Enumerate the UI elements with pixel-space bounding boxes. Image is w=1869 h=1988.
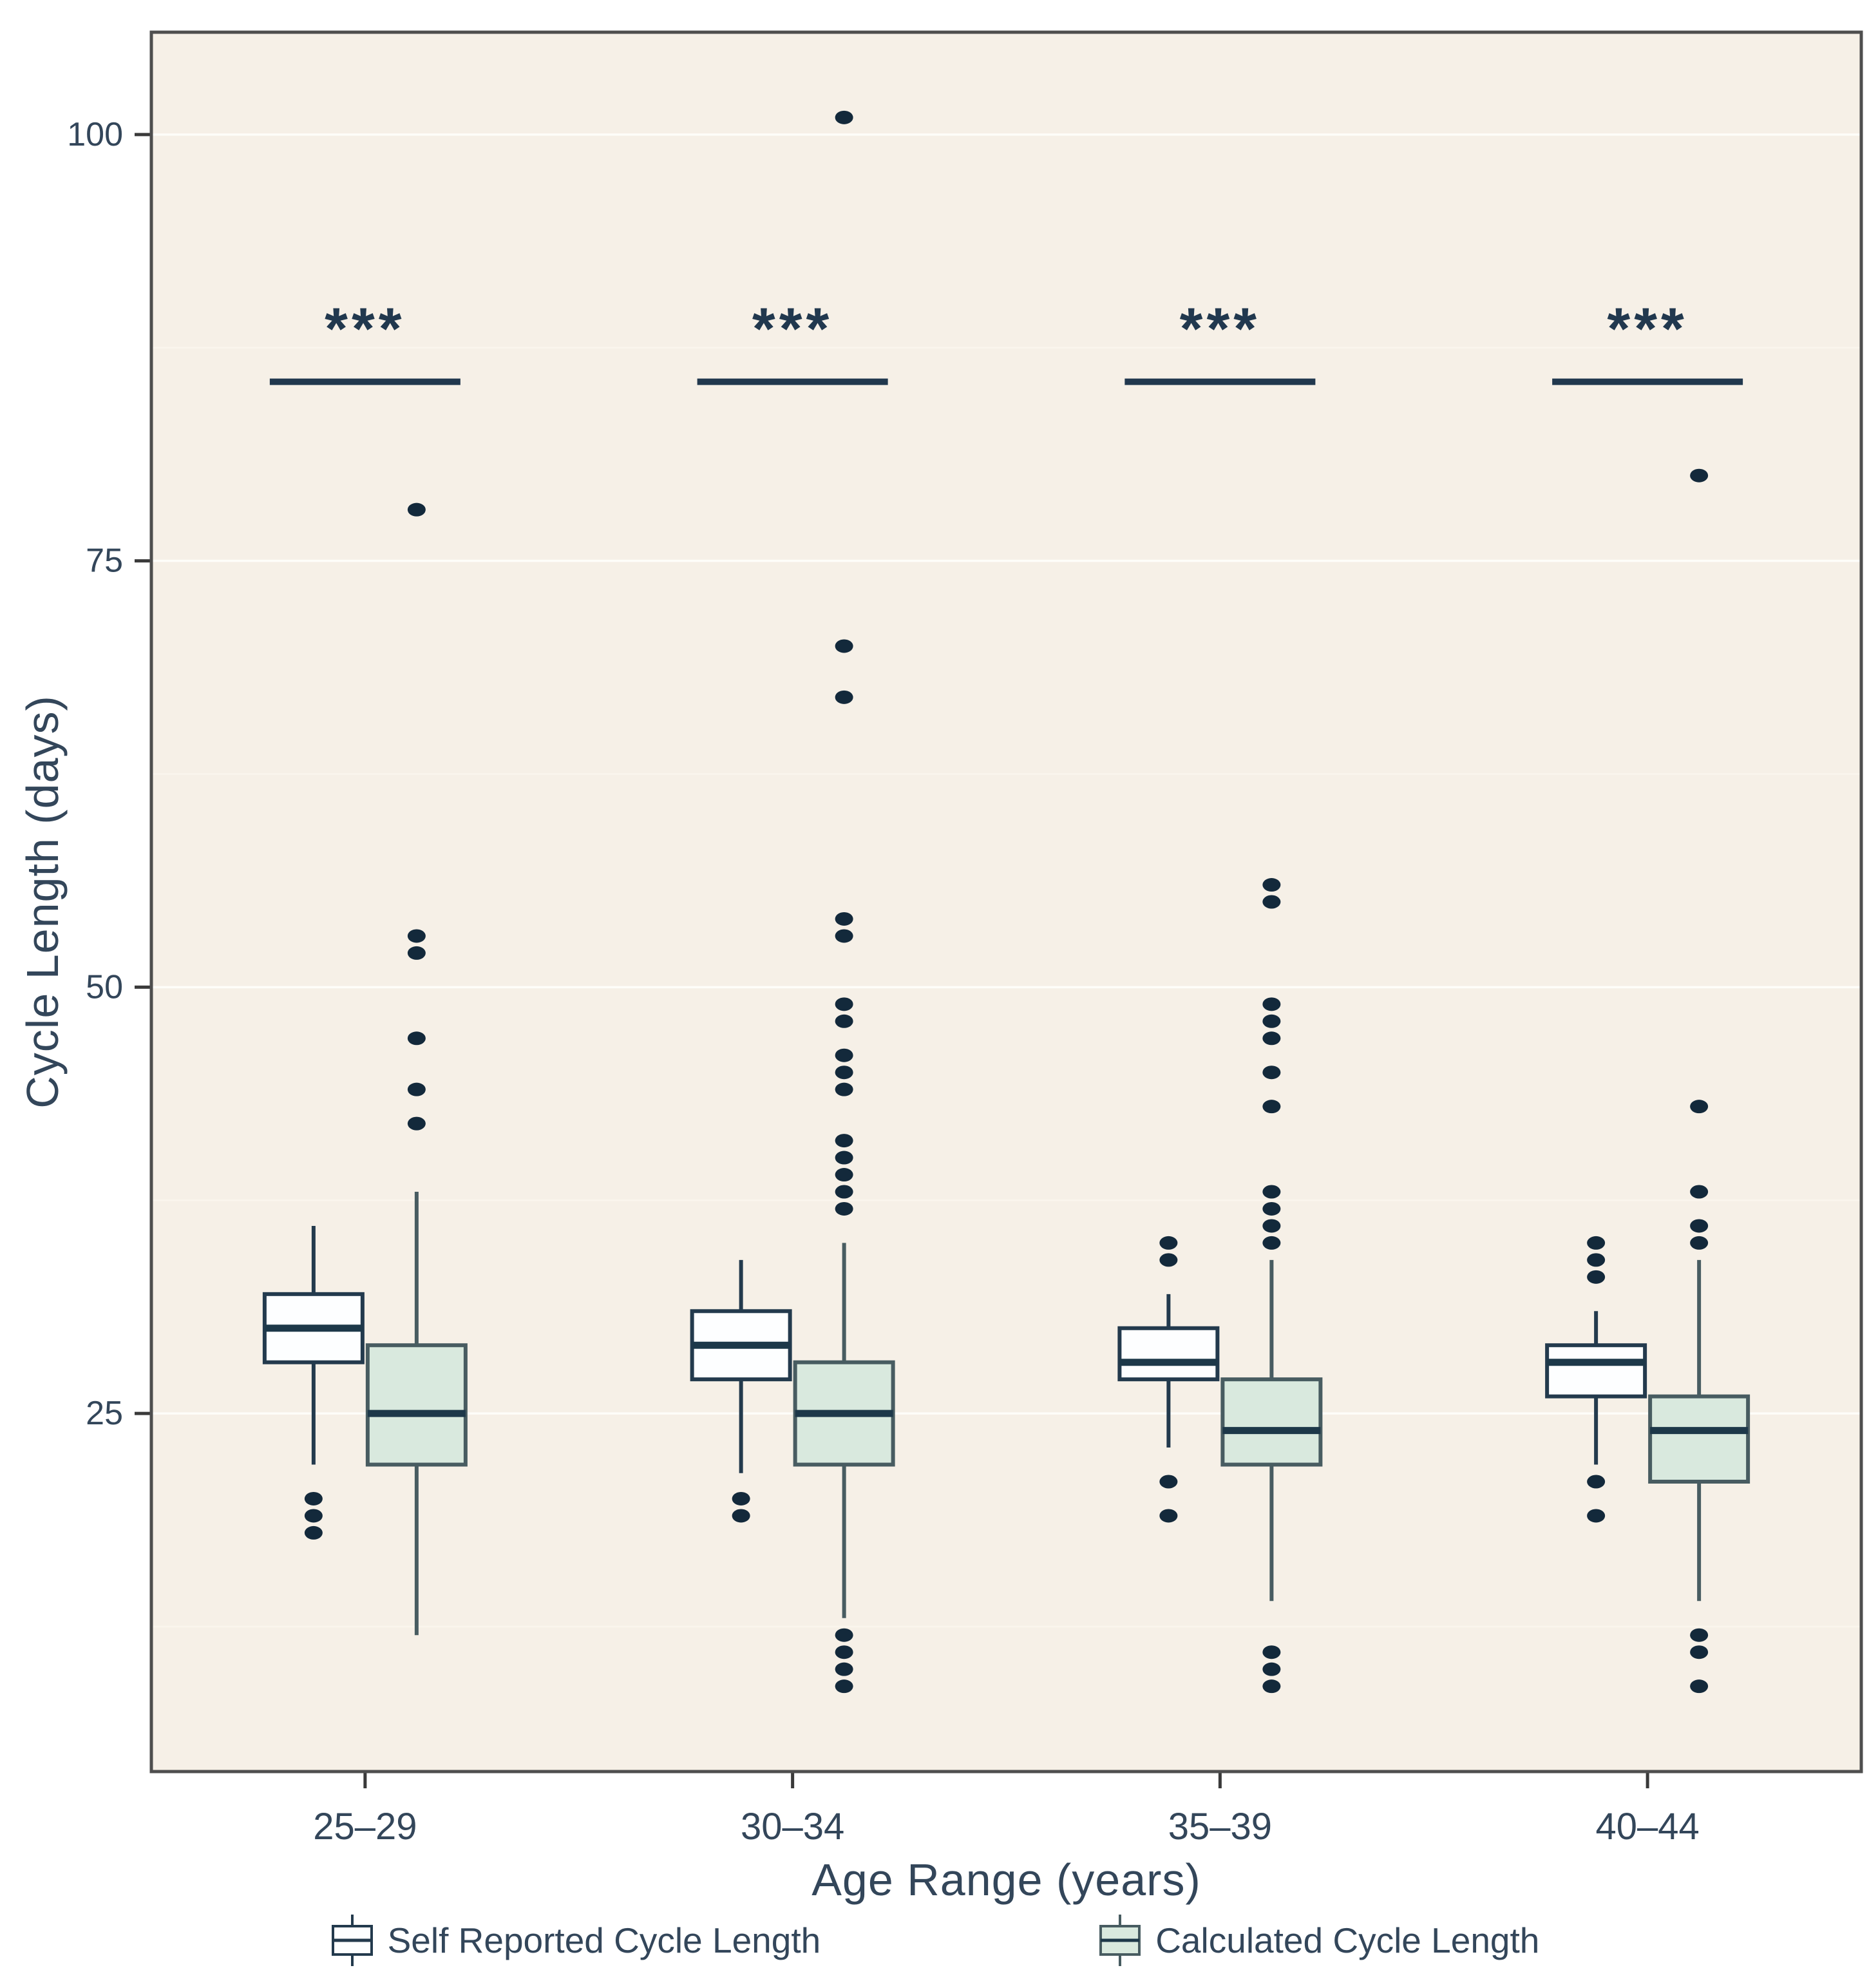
outlier-dot <box>1262 1100 1281 1114</box>
panel-border <box>149 30 1863 1773</box>
legend-item-label: Self Reported Cycle Length <box>387 1920 821 1960</box>
outlier-dot <box>835 997 853 1011</box>
outlier-dot <box>1262 1066 1281 1080</box>
outlier-dot <box>304 1491 323 1505</box>
outlier-dot <box>1159 1509 1178 1523</box>
outlier-dot <box>1690 1236 1709 1250</box>
outlier-dot <box>1262 1679 1281 1694</box>
outlier-dot <box>835 1048 853 1062</box>
outlier-dot <box>1262 1662 1281 1676</box>
outlier-dot <box>1587 1253 1606 1267</box>
outlier-dot <box>835 1645 853 1659</box>
legend-item-self-reported: Self Reported Cycle Length <box>330 1915 821 1966</box>
outlier-dot <box>407 929 426 943</box>
outlier-dot <box>1262 1185 1281 1199</box>
outlier-dot <box>1262 1031 1281 1046</box>
significance-stars: *** <box>752 296 833 362</box>
outlier-dot <box>304 1509 323 1523</box>
outlier-dot <box>1587 1236 1606 1250</box>
outlier-dot <box>1262 1645 1281 1659</box>
outlier-dot <box>407 1116 426 1131</box>
y-tick-label: 100 <box>67 116 123 153</box>
outlier-dot <box>304 1525 323 1540</box>
significance-stars: *** <box>1180 296 1260 362</box>
outlier-dot <box>835 1201 853 1216</box>
outlier-dot <box>835 1679 853 1694</box>
legend-item-calculated: Calculated Cycle Length <box>1097 1915 1539 1966</box>
outlier-dot <box>835 1134 853 1148</box>
outlier-dot <box>1690 1100 1709 1114</box>
x-tick-label: 35–39 <box>1168 1806 1272 1848</box>
x-tick-label: 30–34 <box>741 1806 844 1848</box>
box-self-reported-40–44 <box>1545 1343 1647 1399</box>
outlier-dot <box>835 912 853 926</box>
outlier-dot <box>835 929 853 943</box>
x-tick-label: 40–44 <box>1595 1806 1699 1848</box>
outlier-dot <box>407 502 426 517</box>
outlier-dot <box>1159 1253 1178 1267</box>
outlier-dot <box>835 1014 853 1028</box>
outlier-dot <box>1587 1475 1606 1489</box>
outlier-dot <box>1262 1219 1281 1233</box>
outlier-dot <box>1587 1270 1606 1284</box>
box-calculated-25–29 <box>365 1343 468 1467</box>
x-axis-title: Age Range (years) <box>811 1855 1201 1905</box>
significance-stars: *** <box>1607 296 1687 362</box>
outlier-dot <box>1262 997 1281 1011</box>
outlier-dot <box>835 1628 853 1642</box>
plot-panel <box>151 32 1861 1772</box>
legend: Self Reported Cycle Length Calculated Cy… <box>0 1915 1869 1966</box>
outlier-dot <box>835 1151 853 1165</box>
outlier-dot <box>1690 1645 1709 1659</box>
outlier-dot <box>1159 1475 1178 1489</box>
outlier-dot <box>732 1509 750 1523</box>
outlier-dot <box>835 1082 853 1096</box>
y-axis-title: Cycle Length (days) <box>17 695 68 1109</box>
outlier-dot <box>407 1031 426 1046</box>
outlier-dot <box>732 1491 750 1505</box>
y-tick-label: 25 <box>86 1395 123 1432</box>
outlier-dot <box>407 1082 426 1096</box>
outlier-dot <box>1262 1014 1281 1028</box>
outlier-dot <box>1690 468 1709 483</box>
outlier-dot <box>835 110 853 124</box>
outlier-dot <box>1262 878 1281 892</box>
boxplot-key-icon <box>1099 1915 1141 1966</box>
outlier-dot <box>835 639 853 653</box>
outlier-dot <box>835 1168 853 1182</box>
outlier-dot <box>1262 1201 1281 1216</box>
outlier-dot <box>1690 1628 1709 1642</box>
outlier-dot <box>1690 1679 1709 1694</box>
outlier-dot <box>1690 1219 1709 1233</box>
outlier-dot <box>1262 1236 1281 1250</box>
box-calculated-35–39 <box>1220 1377 1323 1467</box>
outlier-dot <box>1587 1509 1606 1523</box>
outlier-dot <box>835 1662 853 1676</box>
y-tick-label: 50 <box>86 968 123 1006</box>
significance-stars: *** <box>325 296 405 362</box>
y-tick-label: 75 <box>86 542 123 580</box>
outlier-dot <box>407 946 426 960</box>
outlier-dot <box>1262 895 1281 909</box>
legend-item-label: Calculated Cycle Length <box>1155 1920 1540 1960</box>
outlier-dot <box>1159 1236 1178 1250</box>
outlier-dot <box>1690 1185 1709 1199</box>
boxplot-key-icon <box>331 1915 373 1966</box>
outlier-dot <box>835 1066 853 1080</box>
x-tick-label: 25–29 <box>313 1806 417 1848</box>
box-self-reported-35–39 <box>1117 1326 1220 1382</box>
outlier-dot <box>835 1185 853 1199</box>
box-calculated-40–44 <box>1648 1394 1750 1484</box>
outlier-dot <box>835 690 853 704</box>
